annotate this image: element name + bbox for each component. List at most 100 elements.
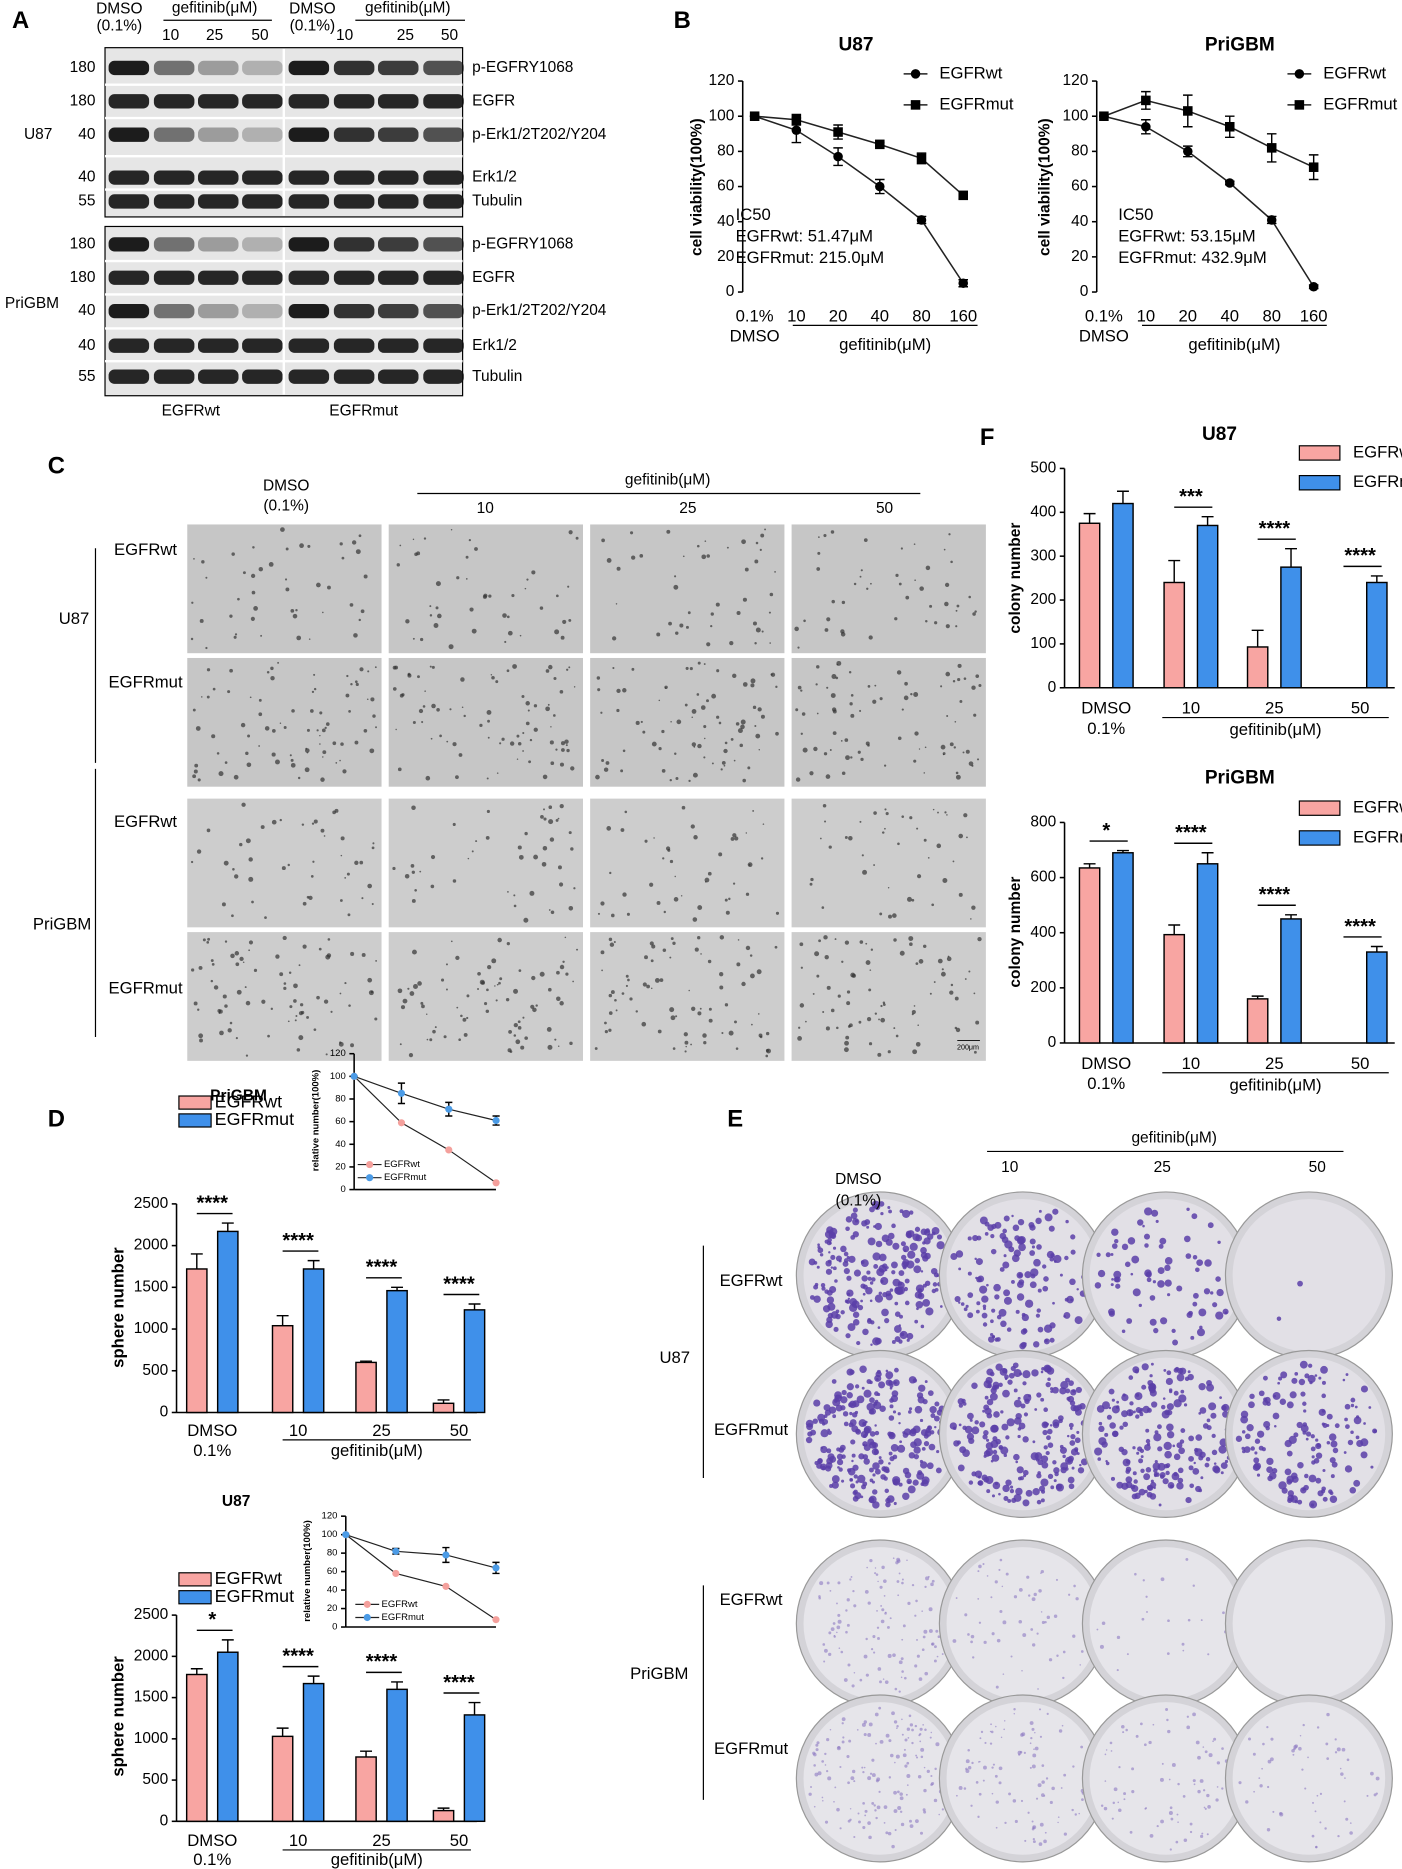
colony (883, 1579, 887, 1583)
sphere (911, 898, 915, 902)
data-point (492, 1616, 500, 1624)
colony (1059, 1273, 1063, 1277)
blot-band (377, 194, 419, 209)
sphere (230, 953, 235, 959)
sphere (524, 587, 527, 590)
sphere (432, 1029, 436, 1034)
colony (1131, 1790, 1135, 1794)
colony (879, 1585, 883, 1589)
colony (1349, 1822, 1352, 1824)
data-point (1224, 121, 1235, 132)
colony (1122, 1731, 1125, 1734)
colony (837, 1581, 841, 1585)
sphere (560, 635, 565, 640)
colony (1144, 1444, 1151, 1451)
sphere (759, 1035, 763, 1039)
colony (1127, 1237, 1136, 1245)
colony (983, 1765, 987, 1770)
data-point (442, 1551, 450, 1559)
sphere (516, 734, 520, 738)
marker-size: 180 (70, 269, 96, 286)
colony (1198, 1455, 1204, 1461)
colony (1219, 1396, 1222, 1399)
y-tick-label: 0 (1080, 283, 1089, 300)
colony (1100, 1804, 1104, 1807)
colony (1035, 1313, 1041, 1318)
colony (826, 1738, 830, 1742)
colony (905, 1793, 908, 1796)
colony (955, 1794, 958, 1797)
colony (862, 1292, 866, 1296)
sphere (742, 597, 747, 602)
micrograph (590, 798, 785, 928)
protein-label: p-Erk1/2T202/Y204 (472, 302, 607, 319)
colony (917, 1288, 923, 1294)
colony (1360, 1438, 1369, 1447)
colony (1111, 1430, 1119, 1438)
colony (1183, 1403, 1188, 1407)
colony (1043, 1338, 1050, 1345)
colony (938, 1813, 940, 1816)
blot-band (423, 369, 464, 384)
sphere (818, 536, 820, 538)
colony (828, 1652, 832, 1657)
sphere (853, 582, 857, 586)
colony (1101, 1441, 1108, 1448)
colony (1277, 1381, 1281, 1385)
colony (872, 1462, 880, 1470)
colony (928, 1607, 933, 1612)
colony (1123, 1792, 1127, 1796)
sphere (548, 805, 553, 810)
colony (1160, 1819, 1164, 1824)
sphere (626, 912, 630, 916)
sphere (737, 939, 740, 941)
blot-band (153, 194, 195, 209)
colony (866, 1270, 871, 1275)
sphere (700, 953, 702, 955)
colony (1164, 1264, 1171, 1272)
colony (1033, 1748, 1035, 1751)
sphere (629, 997, 633, 1001)
y-tick-label: 2000 (134, 1647, 168, 1664)
colony (831, 1481, 839, 1489)
sphere (513, 904, 517, 908)
marker-size: 55 (78, 368, 95, 385)
sphere (539, 971, 545, 977)
bar (386, 1289, 408, 1414)
colony (889, 1456, 895, 1462)
sphere (683, 1032, 688, 1037)
sphere (931, 903, 935, 907)
header-control-dose: (0.1%) (836, 1193, 882, 1210)
sphere (625, 974, 629, 978)
colony (1045, 1777, 1049, 1780)
blot-band (333, 94, 375, 109)
sphere (823, 752, 828, 756)
colony (828, 1631, 832, 1635)
colony (1284, 1468, 1292, 1476)
colony (878, 1291, 883, 1296)
colony (1029, 1281, 1037, 1289)
colony (1058, 1729, 1063, 1733)
blot-band (108, 94, 150, 109)
colony (1128, 1409, 1132, 1413)
sphere (211, 734, 216, 739)
sphere (942, 878, 948, 884)
colony (1105, 1252, 1111, 1258)
colony (843, 1421, 849, 1427)
colony (1143, 1233, 1150, 1240)
colony (1071, 1808, 1074, 1812)
blot-band (197, 127, 239, 142)
colony (1106, 1414, 1112, 1420)
panel-label: C (48, 453, 65, 480)
sphere (830, 530, 835, 534)
header-dose: 25 (679, 500, 696, 517)
colony (871, 1801, 875, 1805)
colony (892, 1653, 896, 1658)
sphere (319, 734, 321, 737)
sphere (366, 698, 369, 701)
sphere (198, 1033, 204, 1039)
data-point (392, 1569, 400, 1578)
sphere (940, 685, 943, 688)
header-dose: 10 (336, 27, 353, 44)
colony (1121, 1243, 1129, 1251)
